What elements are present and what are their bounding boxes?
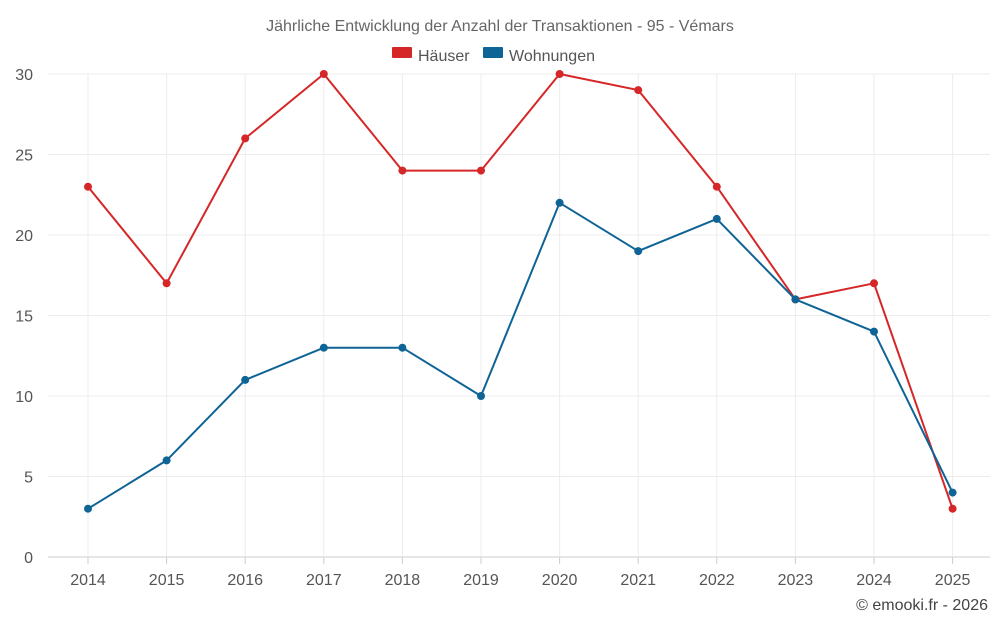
data-point-haeuser[interactable]	[398, 166, 407, 175]
data-point-haeuser[interactable]	[162, 279, 171, 288]
data-point-wohnungen[interactable]	[712, 214, 721, 223]
legend-item-haeuser[interactable]: Häuser	[392, 47, 470, 65]
data-point-haeuser[interactable]	[634, 86, 643, 95]
x-tick-label: 2019	[463, 572, 499, 589]
legend-swatch-haeuser	[392, 47, 412, 58]
x-tick-label: 2017	[306, 572, 342, 589]
y-tick-label: 20	[15, 228, 33, 245]
data-point-wohnungen[interactable]	[791, 295, 800, 304]
legend-swatch-wohnungen	[483, 47, 503, 58]
x-tick-label: 2016	[227, 572, 263, 589]
data-point-haeuser[interactable]	[870, 279, 878, 288]
credit: © emooki.fr - 2026	[856, 597, 988, 614]
series-group	[84, 70, 957, 513]
series-line-haeuser	[87, 73, 954, 510]
data-point-wohnungen[interactable]	[162, 456, 171, 465]
x-tick-label: 2024	[856, 572, 892, 589]
y-tick-label: 30	[15, 67, 33, 84]
y-tick-label: 5	[24, 470, 33, 487]
legend-label-haeuser: Häuser	[418, 48, 470, 65]
data-point-haeuser[interactable]	[477, 166, 485, 175]
data-point-haeuser[interactable]	[712, 182, 721, 191]
data-point-wohnungen[interactable]	[84, 504, 92, 513]
grid	[48, 73, 990, 558]
data-point-wohnungen[interactable]	[398, 343, 407, 352]
x-tick-label: 2022	[699, 572, 735, 589]
chart-title: Jährliche Entwicklung der Anzahl der Tra…	[266, 18, 734, 35]
data-point-wohnungen[interactable]	[948, 488, 957, 497]
series-line-wohnungen	[87, 201, 954, 510]
x-axis: 2014 2015 2016 2017 2018 2019 2020 2021 2022 2023…	[70, 557, 970, 589]
data-point-wohnungen[interactable]	[555, 198, 564, 207]
x-tick-label: 2015	[149, 572, 185, 589]
y-tick-label: 0	[24, 550, 33, 567]
x-tick-label: 2021	[620, 572, 656, 589]
x-tick-label: 2018	[385, 572, 421, 589]
data-point-haeuser[interactable]	[84, 182, 92, 191]
y-tick-label: 15	[15, 309, 33, 326]
y-axis: 0 5 10 15 20 25 30	[15, 67, 33, 567]
y-tick-label: 10	[15, 389, 33, 406]
data-point-wohnungen[interactable]	[241, 375, 250, 384]
x-tick-label: 2014	[70, 572, 106, 589]
y-tick-label: 25	[15, 148, 33, 165]
x-tick-label: 2025	[935, 572, 971, 589]
data-point-haeuser[interactable]	[948, 504, 957, 513]
data-point-wohnungen[interactable]	[319, 343, 328, 352]
x-tick-label: 2023	[778, 572, 814, 589]
data-point-wohnungen[interactable]	[870, 327, 878, 336]
legend[interactable]: Häuser Wohnungen	[392, 47, 595, 65]
data-point-haeuser[interactable]	[319, 70, 328, 78]
data-point-wohnungen[interactable]	[634, 247, 643, 256]
data-point-haeuser[interactable]	[555, 70, 564, 78]
x-tick-label: 2020	[542, 572, 578, 589]
data-point-haeuser[interactable]	[241, 134, 250, 143]
legend-label-wohnungen: Wohnungen	[509, 48, 595, 65]
legend-item-wohnungen[interactable]: Wohnungen	[483, 47, 595, 65]
data-point-wohnungen[interactable]	[477, 392, 485, 400]
